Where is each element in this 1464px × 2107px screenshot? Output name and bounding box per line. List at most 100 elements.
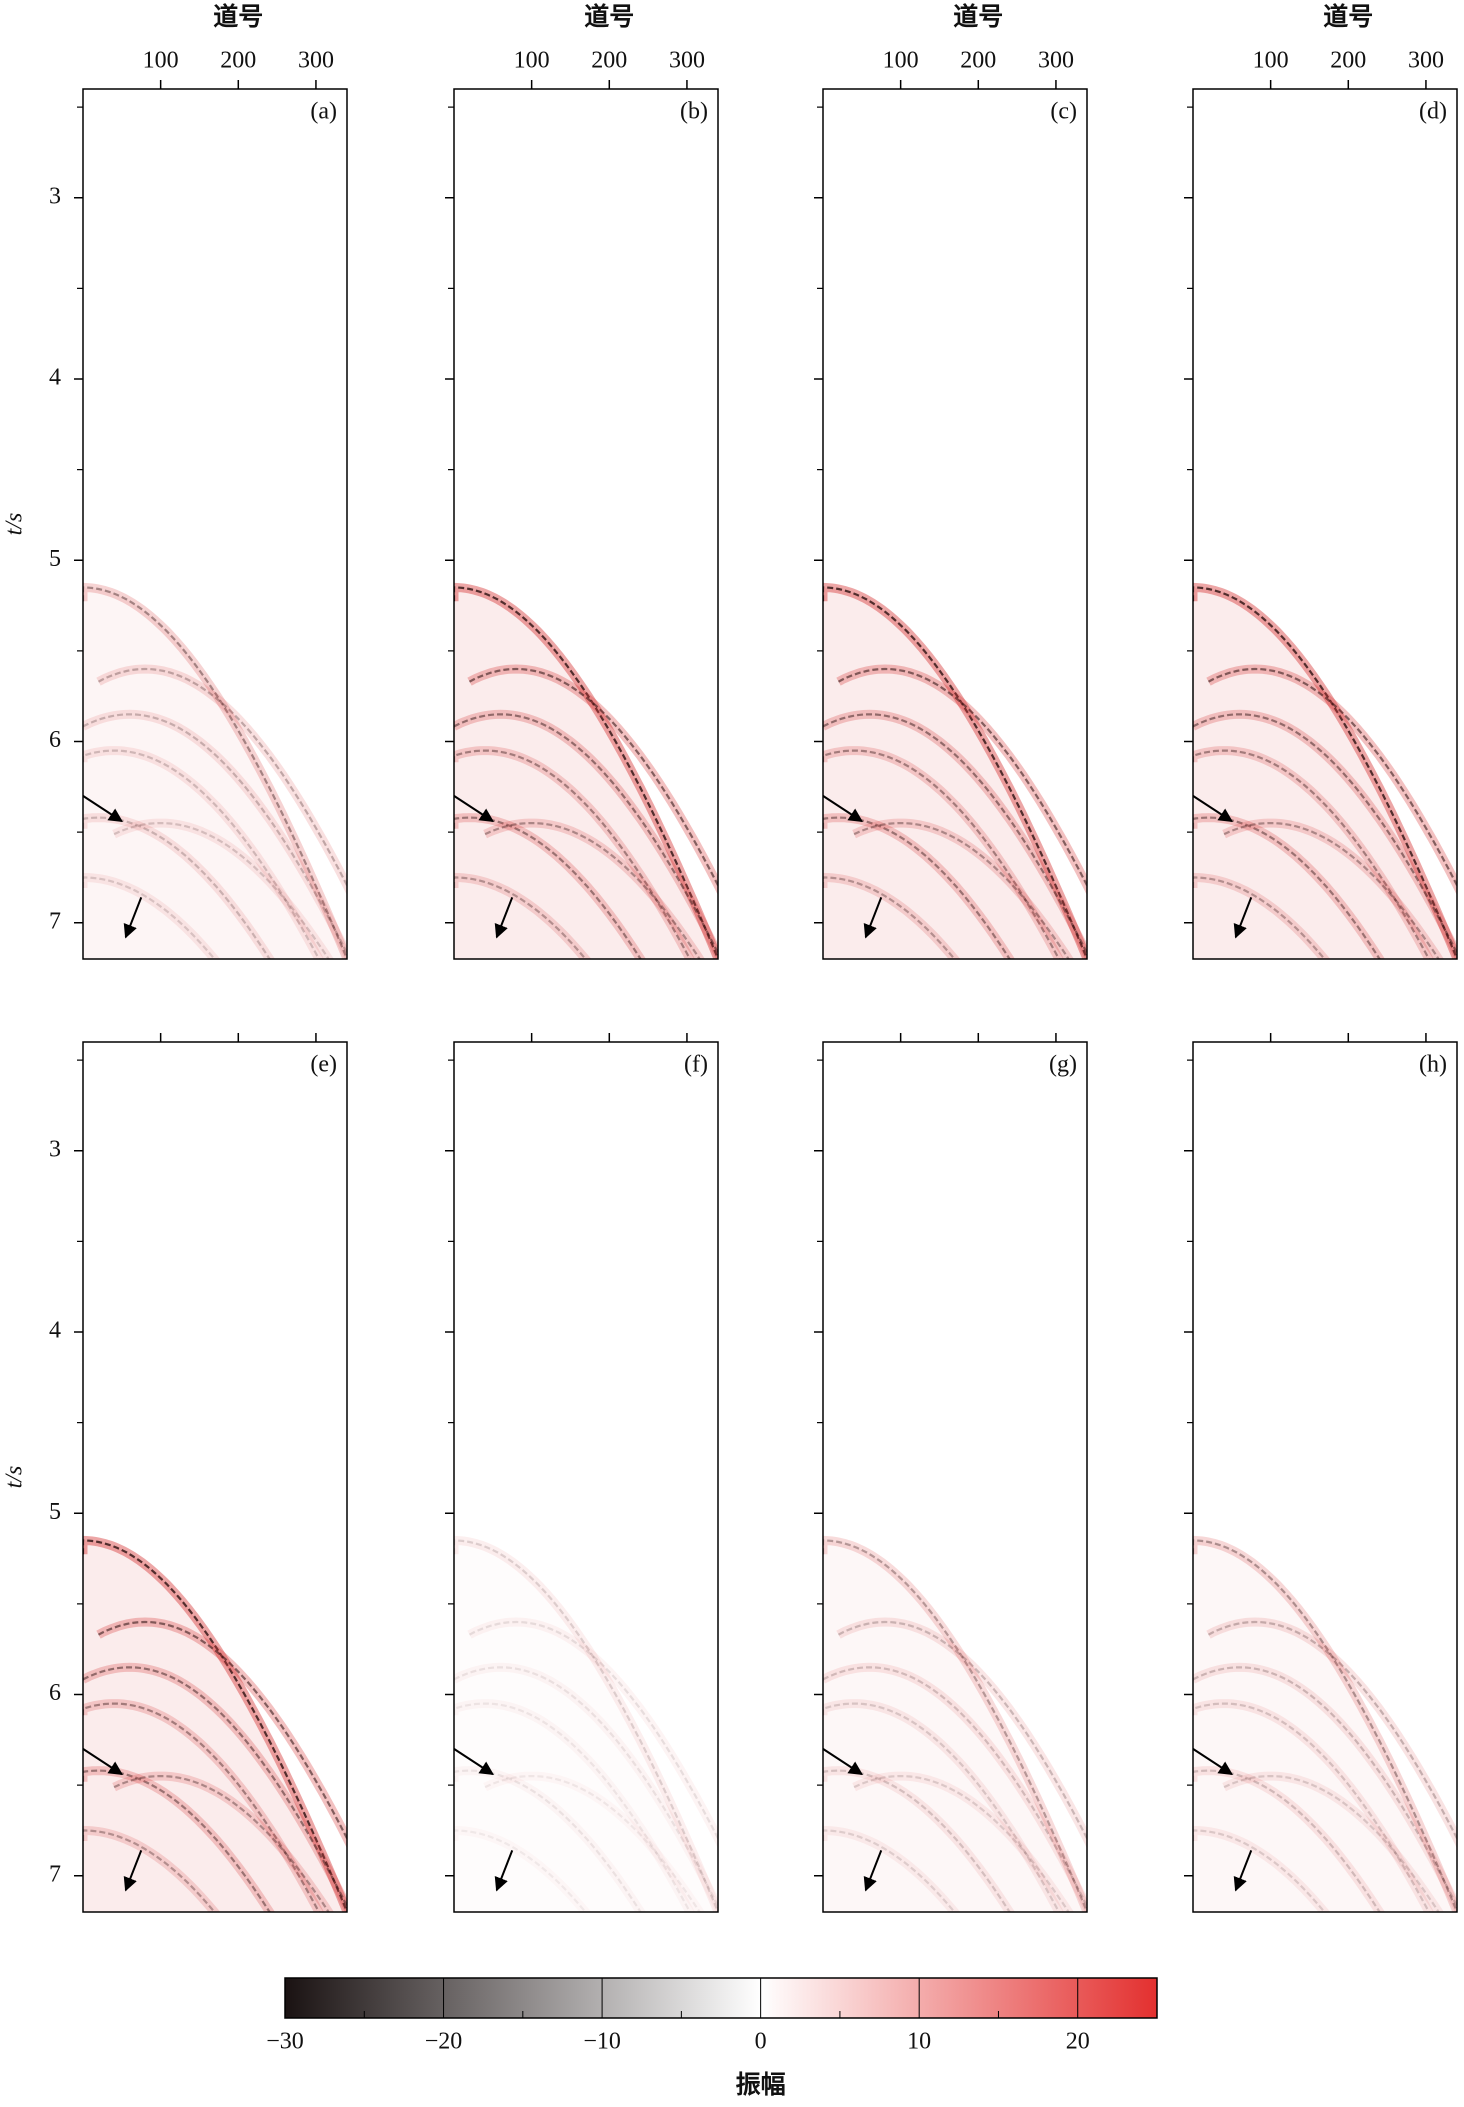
event-dark bbox=[837, 667, 1087, 888]
colorbar-gradient bbox=[284, 1977, 1158, 2019]
event-dark bbox=[97, 667, 347, 888]
event-dark bbox=[1207, 1620, 1457, 1841]
event-red bbox=[112, 1771, 334, 1912]
plot-frame bbox=[822, 1041, 1088, 1913]
event-dark bbox=[83, 1539, 347, 1912]
panel: (a) 100 200 300 道号 3 4 5 6 7 t/s bbox=[2, 2, 348, 960]
event-red bbox=[1193, 1699, 1435, 1912]
event-dark bbox=[83, 816, 271, 959]
x-axis-label: 道号 bbox=[953, 2, 1003, 31]
event-red bbox=[1222, 1771, 1444, 1912]
plot-frame bbox=[82, 1041, 348, 1913]
panel: (d) 100 200 300 道号 bbox=[1184, 2, 1458, 960]
event-red bbox=[454, 709, 718, 959]
noise-zone bbox=[823, 1540, 1087, 1912]
event-red bbox=[1193, 1662, 1457, 1912]
event-dark bbox=[823, 1702, 1061, 1912]
event-red bbox=[96, 664, 347, 896]
plot-frame bbox=[1192, 1041, 1458, 1913]
panel: (b) 100 200 300 道号 bbox=[445, 2, 719, 960]
event-red bbox=[1193, 813, 1385, 959]
arrow bbox=[494, 897, 514, 939]
y-tick-label: 7 bbox=[49, 1861, 61, 1887]
noise-zone bbox=[1193, 1540, 1457, 1912]
event-dark bbox=[823, 713, 1087, 956]
event-dark bbox=[1193, 1829, 1326, 1912]
event-red bbox=[454, 1535, 718, 1912]
event-red bbox=[454, 1662, 718, 1912]
event-dark bbox=[1193, 713, 1457, 956]
arrow bbox=[863, 897, 883, 939]
event-red bbox=[454, 872, 592, 959]
event-red bbox=[83, 1699, 325, 1912]
event-red bbox=[483, 818, 705, 959]
event-dark bbox=[1193, 1666, 1457, 1909]
event-dark bbox=[454, 586, 718, 959]
panel-label: (g) bbox=[1049, 1052, 1077, 1078]
event-red bbox=[454, 1699, 696, 1912]
x-axis-label: 道号 bbox=[584, 2, 634, 31]
event-dark bbox=[83, 1666, 347, 1909]
event-dark bbox=[1193, 1702, 1431, 1912]
panel-label: (b) bbox=[680, 99, 708, 125]
event-dark bbox=[83, 1769, 271, 1912]
y-tick-label: 5 bbox=[49, 546, 61, 572]
event-red bbox=[112, 818, 334, 959]
x-tick-label: 300 bbox=[1038, 48, 1074, 74]
arrow bbox=[822, 1748, 863, 1776]
event-dark bbox=[468, 1620, 718, 1841]
event-red bbox=[1193, 746, 1435, 959]
event-dark bbox=[454, 816, 642, 959]
event-dark bbox=[823, 1769, 1011, 1912]
event-dark bbox=[1193, 749, 1431, 959]
event-dark bbox=[823, 1539, 1087, 1912]
event-red bbox=[467, 1617, 718, 1849]
noise-zone bbox=[454, 1540, 718, 1912]
event-dark bbox=[454, 1539, 718, 1912]
seismic-image bbox=[83, 582, 347, 959]
arrow bbox=[1192, 1748, 1233, 1776]
plot-frame bbox=[822, 88, 1088, 960]
x-tick-label: 300 bbox=[1408, 48, 1444, 74]
panel: (c) 100 200 300 道号 bbox=[814, 2, 1088, 960]
colorbar-tick-label: 10 bbox=[907, 2029, 931, 2055]
colorbar-tick-label: 20 bbox=[1066, 2029, 1090, 2055]
event-dark bbox=[1193, 1769, 1381, 1912]
noise-zone bbox=[83, 1540, 347, 1912]
event-red bbox=[83, 872, 221, 959]
event-dark bbox=[83, 713, 347, 956]
event-red bbox=[83, 813, 275, 959]
event-red bbox=[83, 709, 347, 959]
x-tick-label: 300 bbox=[298, 48, 334, 74]
x-tick-label: 300 bbox=[669, 48, 705, 74]
x-tick-label: 100 bbox=[883, 48, 919, 74]
seismic-image bbox=[1193, 1535, 1457, 1912]
event-red bbox=[823, 813, 1015, 959]
y-tick-label: 3 bbox=[49, 183, 61, 209]
event-red bbox=[836, 1617, 1087, 1849]
noise-zone bbox=[83, 587, 347, 959]
panel: (f) bbox=[445, 1033, 719, 1913]
event-dark bbox=[1193, 586, 1457, 959]
seismic-image bbox=[83, 1535, 347, 1912]
seismic-image bbox=[823, 582, 1087, 959]
y-tick-label: 6 bbox=[49, 1680, 61, 1706]
event-dark bbox=[837, 1620, 1087, 1841]
colorbar-label: 振幅 bbox=[736, 2070, 786, 2099]
panel-label: (f) bbox=[684, 1052, 708, 1078]
event-red bbox=[454, 813, 646, 959]
event-red bbox=[1193, 709, 1457, 959]
x-tick-label: 100 bbox=[143, 48, 179, 74]
event-red bbox=[823, 1662, 1087, 1912]
event-dark bbox=[83, 749, 321, 959]
event-dark bbox=[83, 586, 347, 959]
event-red bbox=[83, 582, 347, 959]
seismic-image bbox=[454, 1535, 718, 1912]
event-dark bbox=[823, 816, 1011, 959]
event-dark bbox=[454, 876, 587, 959]
colorbar-tick-label: −30 bbox=[266, 2029, 304, 2055]
seismic-image bbox=[454, 582, 718, 959]
seismic-image bbox=[1193, 582, 1457, 959]
y-tick-label: 6 bbox=[49, 727, 61, 753]
